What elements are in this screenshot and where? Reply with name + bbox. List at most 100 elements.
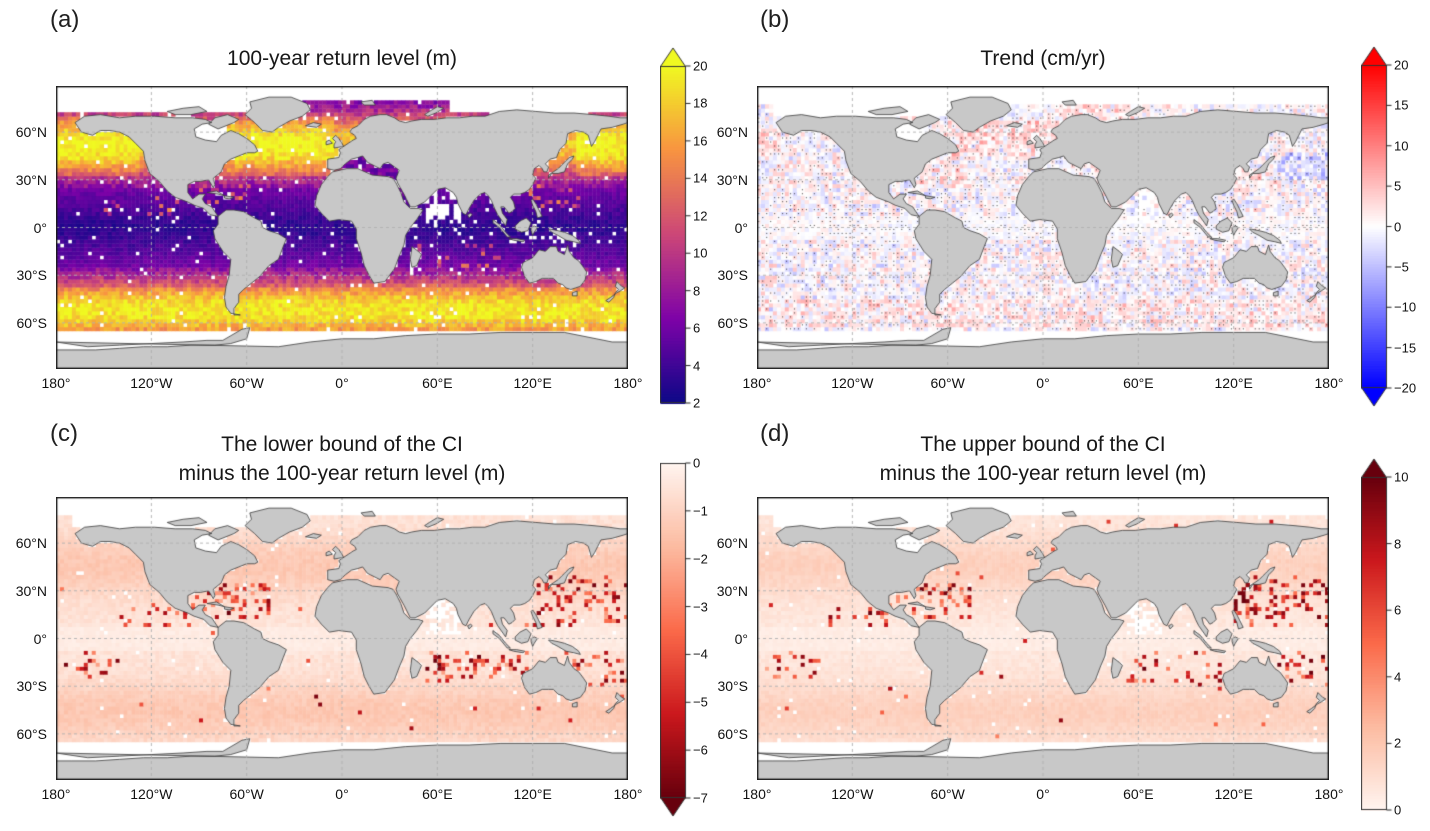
colorbar-tick-label: −6	[693, 742, 708, 758]
colorbar-tick-label: 0	[1394, 219, 1402, 234]
panel-title-b: Trend (cm/yr)	[757, 44, 1329, 73]
x-tick-label: 60°E	[1123, 786, 1154, 802]
colorbar-tick-label: 18	[693, 95, 708, 111]
colorbar-tick-label: −5	[1394, 259, 1409, 275]
colorbar-tick-label: 4	[693, 358, 701, 374]
panel-title-b-line1: Trend (cm/yr)	[980, 47, 1106, 70]
x-tick-label: 120°W	[831, 375, 874, 391]
x-tick-label: 60°E	[422, 786, 453, 802]
panel-label-c: (c)	[50, 420, 78, 447]
colorbar-tick-label: −10	[1394, 299, 1417, 315]
colorbar-tick-label: 12	[693, 208, 708, 224]
x-tick-label: 180°	[41, 375, 71, 391]
map-canvas-a	[56, 86, 628, 369]
panel-title-c-line2: minus the 100-year return level (m)	[178, 462, 506, 485]
panel-label-a: (a)	[50, 6, 80, 33]
map-panel-c: 180° 120°W 60°W 0° 60°E 120°E 180° 60°N 30°N 0° 30…	[16, 497, 642, 802]
colorbar-tick-label: −15	[1394, 340, 1417, 356]
map-panel-a: 180° 120°W 60°W 0° 60°E 120°E 180° 60°N 30°N 0° 30…	[16, 86, 642, 391]
colorbar-tick-label: −20	[1394, 380, 1417, 396]
y-tick-label: 0°	[33, 219, 47, 236]
map-canvas-c	[56, 497, 628, 780]
colorbar-c: 0 −1 −2 −3 −4 −5 −6 −7	[660, 443, 740, 818]
colorbar-tick-label: 15	[1394, 97, 1409, 113]
y-tick-label: 60°S	[717, 725, 748, 742]
y-tick-label: 60°N	[15, 535, 47, 552]
map-panel-b: 180° 120°W 60°W 0° 60°E 120°E 180° 60°N 30°N 0° 30…	[717, 86, 1343, 391]
x-tick-label: 120°E	[1214, 375, 1253, 391]
panel-title-d-line1: The upper bound of the CI	[920, 433, 1166, 456]
x-tick-label: 180°	[1314, 375, 1344, 391]
colorbar-tick-label: −4	[693, 646, 708, 662]
y-tick-label: 30°S	[16, 678, 47, 695]
colorbar-tick-label: 2	[693, 395, 701, 411]
colorbar-tick-label: −5	[693, 694, 708, 710]
y-tick-label: 0°	[734, 630, 748, 647]
x-tick-label: 60°E	[422, 375, 453, 391]
y-tick-label: 60°S	[16, 725, 47, 742]
y-tick-label: 30°N	[15, 171, 47, 188]
y-tick-label: 60°N	[716, 535, 748, 552]
y-tick-label: 30°S	[717, 678, 748, 695]
colorbar-tick-label: 10	[1394, 469, 1409, 485]
colorbar-tick-label: −7	[693, 790, 708, 806]
x-tick-label: 60°W	[930, 375, 965, 391]
colorbar-b: 20 15 10 5 0 −5 −10 −15 −20	[1361, 45, 1430, 408]
y-tick-label: 30°N	[716, 582, 748, 599]
x-tick-label: 60°E	[1123, 375, 1154, 391]
x-tick-label: 180°	[1314, 786, 1344, 802]
y-tick-label: 0°	[734, 219, 748, 236]
x-tick-label: 180°	[742, 786, 772, 802]
panel-title-a: 100-year return level (m)	[56, 44, 628, 73]
x-tick-label: 180°	[613, 375, 643, 391]
x-tick-label: 180°	[742, 375, 772, 391]
colorbar-tick-label: 0	[693, 455, 701, 471]
colorbar-tick-label: 8	[693, 283, 701, 299]
colorbar-tick-label: −3	[693, 599, 708, 615]
colorbar-tick-label: 10	[693, 245, 708, 261]
y-tick-label: 60°N	[716, 124, 748, 141]
x-tick-label: 60°W	[229, 786, 264, 802]
colorbar-canvas-c	[660, 443, 708, 818]
y-tick-label: 60°N	[15, 124, 47, 141]
x-tick-label: 60°W	[930, 786, 965, 802]
colorbar-tick-label: −2	[693, 551, 708, 567]
colorbar-tick-label: 14	[693, 170, 708, 186]
colorbar-tick-label: 10	[1394, 138, 1409, 154]
x-tick-label: 180°	[613, 786, 643, 802]
map-canvas-d	[757, 497, 1329, 780]
x-tick-label: 120°E	[513, 375, 552, 391]
colorbar-tick-label: 5	[1394, 178, 1402, 194]
map-canvas-b	[757, 86, 1329, 369]
colorbar-canvas-d	[1361, 457, 1409, 830]
colorbar-tick-label: 4	[1394, 669, 1402, 685]
x-tick-label: 0°	[1036, 786, 1050, 802]
colorbar-tick-label: −1	[693, 503, 708, 519]
y-tick-label: 30°S	[717, 267, 748, 284]
colorbar-tick-label: 16	[693, 133, 708, 149]
panel-label-d: (d)	[760, 420, 790, 447]
y-tick-label: 30°S	[16, 267, 47, 284]
x-tick-label: 60°W	[229, 375, 264, 391]
panel-label-b: (b)	[760, 6, 790, 33]
colorbar-d: 10 8 6 4 2 0	[1361, 457, 1430, 830]
colorbar-tick-label: 20	[693, 58, 708, 74]
panel-title-c-line1: The lower bound of the CI	[221, 433, 463, 456]
x-tick-label: 180°	[41, 786, 71, 802]
x-tick-label: 120°E	[513, 786, 552, 802]
colorbar-tick-label: 0	[1394, 802, 1402, 818]
colorbar-canvas-a	[660, 46, 708, 423]
map-panel-d: 180° 120°W 60°W 0° 60°E 120°E 180° 60°N 30°N 0° 30…	[717, 497, 1343, 802]
y-tick-label: 0°	[33, 630, 47, 647]
colorbar-tick-label: 6	[1394, 602, 1402, 618]
x-tick-label: 120°E	[1214, 786, 1253, 802]
colorbar-tick-label: 6	[693, 320, 701, 336]
x-tick-label: 120°W	[130, 375, 173, 391]
x-tick-label: 120°W	[831, 786, 874, 802]
y-tick-label: 60°S	[717, 314, 748, 331]
colorbar-a: 2 4 6 8 10 12 14 16 18 20	[660, 46, 740, 423]
colorbar-tick-label: 2	[1394, 735, 1402, 751]
panel-title-c: The lower bound of the CI minus the 100-…	[56, 430, 628, 488]
colorbar-tick-label: 20	[1394, 57, 1409, 73]
